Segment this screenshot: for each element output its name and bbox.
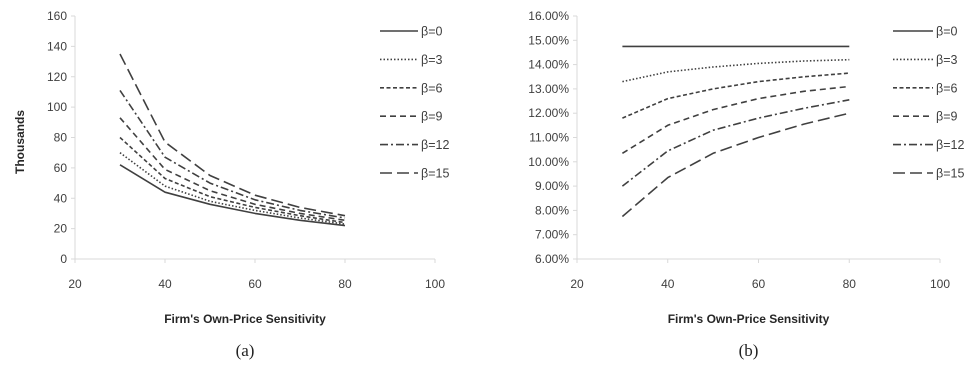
series-line-5 [621, 99, 850, 187]
legend: β=0 β=3 β=6 β=9 β=12 β=15 [380, 25, 449, 181]
x-tick-label: 20 [570, 277, 584, 291]
y-tick-label: 20 [54, 222, 68, 236]
series-line-1 [119, 164, 346, 227]
series-line-4 [119, 117, 346, 222]
x-tick-label: 80 [338, 277, 352, 291]
y-tick-label: 140 [47, 39, 67, 53]
y-tick-label: 7.00% [535, 228, 569, 242]
legend-label: β=0 [936, 25, 957, 39]
series-line-2 [119, 152, 346, 225]
y-tick-label: 9.00% [535, 179, 569, 193]
y-tick-label: 14.00% [528, 58, 569, 72]
y-tick-label: 16.00% [528, 9, 569, 23]
series-line-6 [621, 112, 850, 218]
y-tick-label: 160 [47, 9, 67, 23]
y-tick-label: 12.00% [528, 106, 569, 120]
y-tick-label: 100 [47, 100, 67, 114]
y-tick-label: 8.00% [535, 203, 569, 217]
y-tick-label: 6.00% [535, 252, 569, 266]
x-tick-label: 60 [752, 277, 766, 291]
series-line-3 [119, 136, 346, 224]
x-tick-label: 20 [68, 277, 82, 291]
legend-label: β=15 [421, 167, 449, 181]
series-line-3 [622, 72, 850, 119]
y-tick-label: 11.00% [529, 131, 569, 145]
panel-caption: (b) [739, 341, 759, 360]
series-line-5 [119, 89, 346, 219]
y-tick-label: 40 [54, 191, 68, 205]
y-tick-label: 60 [54, 161, 68, 175]
legend-label: β=6 [936, 81, 957, 95]
legend-label: β=6 [421, 81, 442, 95]
y-tick-label: 15.00% [528, 33, 569, 47]
legend-label: β=9 [936, 110, 957, 124]
legend-label: β=3 [936, 53, 957, 67]
series-line-6 [119, 53, 346, 217]
legend-label: β=12 [936, 138, 964, 152]
y-tick-label: 120 [47, 70, 67, 84]
x-axis-title: Firm's Own-Price Sensitivity [668, 312, 830, 326]
legend-label: β=15 [936, 167, 964, 181]
x-tick-label: 40 [158, 277, 172, 291]
legend-label: β=12 [421, 138, 449, 152]
x-tick-label: 100 [930, 277, 950, 291]
legend-label: β=0 [421, 25, 442, 39]
x-axis-title: Firm's Own-Price Sensitivity [164, 312, 326, 326]
legend-label: β=9 [421, 110, 442, 124]
legend-label: β=3 [421, 53, 442, 67]
y-tick-label: 13.00% [528, 82, 569, 96]
x-tick-label: 60 [248, 277, 262, 291]
x-tick-label: 80 [843, 277, 857, 291]
legend: β=0 β=3 β=6 β=9 β=12 β=15 [893, 25, 964, 181]
y-tick-label: 80 [54, 131, 68, 145]
y-axis-title: Thousands [13, 110, 27, 174]
series-line-2 [622, 58, 850, 83]
panel-b: 6.00% 7.00% 8.00% 9.00% 10.00% 11.00% 12.00% 13… [528, 9, 964, 360]
x-tick-label: 100 [425, 277, 445, 291]
series-line-4 [621, 85, 850, 154]
x-tick-label: 40 [661, 277, 675, 291]
y-tick-label: 10.00% [528, 155, 569, 169]
y-tick-label: 0 [60, 252, 67, 266]
panel-caption: (a) [236, 341, 255, 360]
